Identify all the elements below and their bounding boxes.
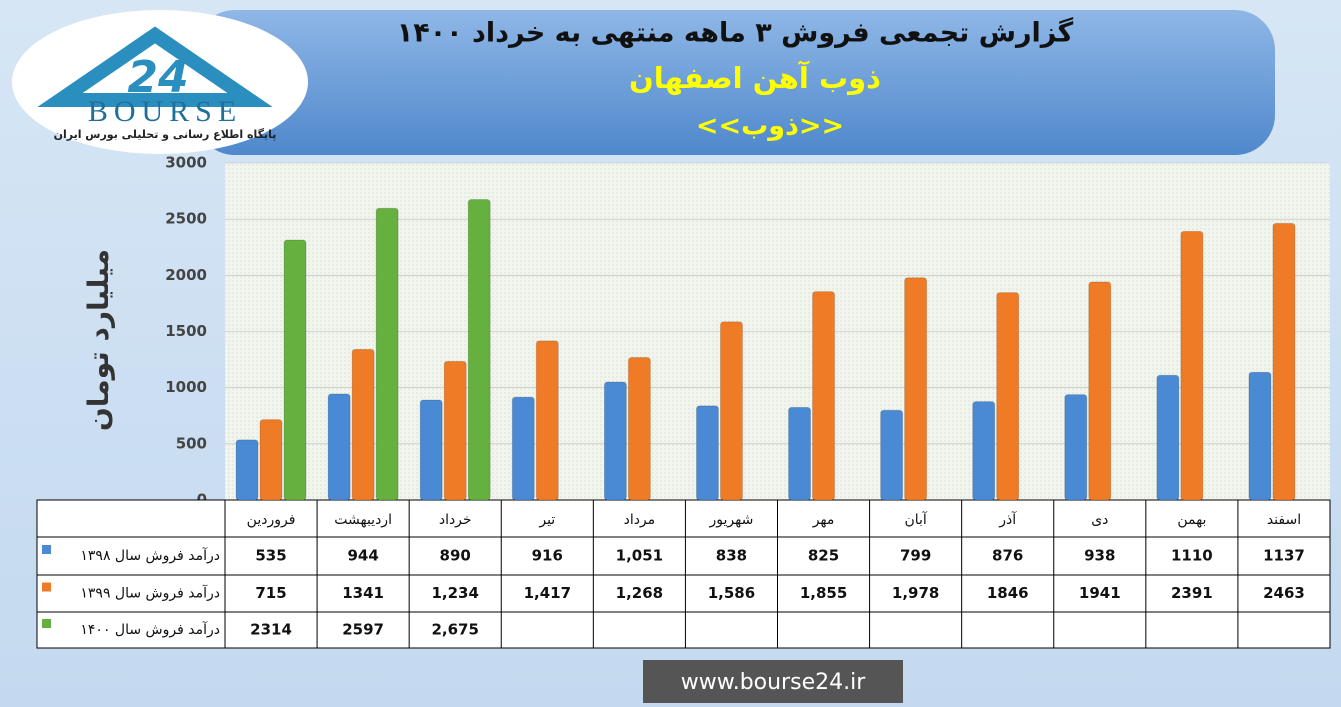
- value-label: 1341: [342, 584, 384, 602]
- bar: [375, 207, 399, 501]
- y-tick-label: 1000: [165, 378, 207, 396]
- bar: [467, 199, 491, 501]
- bar: [327, 393, 351, 501]
- bar: [972, 401, 996, 501]
- bar: [535, 340, 559, 501]
- value-label: 715: [255, 584, 286, 602]
- website-box: [643, 660, 903, 703]
- x-tick-label: آذر: [998, 511, 1017, 528]
- value-label: 2463: [1263, 584, 1305, 602]
- y-tick-label: 1500: [165, 322, 207, 340]
- bar: [1180, 230, 1204, 501]
- bar: [1088, 281, 1112, 501]
- y-tick-label: 2500: [165, 210, 207, 228]
- x-tick-label: اردیبهشت: [334, 512, 392, 528]
- bar: [419, 399, 443, 501]
- logo-text: BOURSE: [88, 95, 242, 128]
- x-tick-label: فروردین: [247, 512, 296, 528]
- bar: [1064, 394, 1088, 501]
- bar: [1248, 371, 1272, 501]
- bar: [904, 277, 928, 501]
- value-label: 825: [808, 547, 839, 565]
- value-label: 2391: [1171, 584, 1213, 602]
- x-tick-label: تیر: [538, 512, 555, 528]
- x-tick-label: خرداد: [439, 512, 472, 528]
- bar: [1272, 222, 1296, 501]
- legend-label: درآمد فروش سال ۱۳۹۹: [80, 585, 220, 602]
- logo-background: [12, 10, 308, 154]
- value-label: 938: [1084, 547, 1115, 565]
- value-label: 2597: [342, 621, 384, 639]
- value-label: 838: [716, 547, 747, 565]
- bar: [812, 291, 836, 501]
- y-tick-label: 500: [176, 434, 207, 452]
- header-banner: [195, 10, 1275, 155]
- x-tick-label: مرداد: [624, 512, 656, 528]
- bar: [283, 239, 307, 501]
- logo-tagline: پایگاه اطلاع رسانی و تحلیلی بورس ایران: [54, 128, 277, 141]
- value-label: 1941: [1079, 584, 1121, 602]
- value-label: 1110: [1171, 547, 1213, 565]
- value-label: 1,586: [708, 584, 755, 602]
- bar: [788, 406, 812, 501]
- bar: [603, 381, 627, 501]
- table: [36, 499, 1331, 649]
- value-label: 2314: [250, 621, 292, 639]
- value-label: 1846: [987, 584, 1029, 602]
- value-label: 916: [532, 547, 563, 565]
- y-tick-label: 3000: [165, 154, 207, 172]
- x-tick-label: اسفند: [1267, 512, 1301, 528]
- bar: [351, 348, 375, 501]
- bar: [235, 439, 259, 501]
- value-label: 799: [900, 547, 931, 565]
- value-label: 876: [992, 547, 1023, 565]
- legend-label: درآمد فروش سال ۱۳۹۸: [80, 547, 220, 564]
- bar: [1156, 374, 1180, 501]
- x-tick-label: بهمن: [1177, 512, 1206, 528]
- bar: [719, 321, 743, 501]
- value-label: 1,855: [800, 584, 847, 602]
- value-label: 944: [347, 547, 378, 565]
- y-tick-label: 2000: [165, 266, 207, 284]
- bar: [511, 396, 535, 501]
- value-label: 1,051: [616, 547, 663, 565]
- bar: [443, 360, 467, 501]
- bar: [880, 409, 904, 501]
- legend-swatch: [42, 545, 51, 554]
- value-label: 1137: [1263, 547, 1305, 565]
- x-tick-label: دی: [1091, 512, 1108, 528]
- value-label: 1,417: [524, 584, 571, 602]
- x-tick-label: آبان: [904, 511, 927, 528]
- logo-shape: [37, 26, 273, 107]
- value-label: 1,978: [892, 584, 939, 602]
- bar: [695, 405, 719, 501]
- bar: [996, 292, 1020, 501]
- y-axis-label: میلیارد تومان: [82, 249, 115, 431]
- legend-swatch: [42, 619, 51, 628]
- legend-label: درآمد فروش سال ۱۴۰۰: [80, 621, 220, 638]
- chart-title: گزارش تجمعی فروش ۳ ماهه منتهی به خرداد ۱…: [397, 17, 1074, 49]
- value-label: 1,234: [431, 584, 478, 602]
- x-tick-label: مهر: [812, 512, 835, 528]
- value-label: 890: [440, 547, 471, 565]
- value-label: 535: [255, 547, 286, 565]
- bar: [259, 419, 283, 501]
- value-label: 2,675: [431, 621, 478, 639]
- bar: [627, 357, 651, 501]
- value-label: 1,268: [616, 584, 663, 602]
- chart-subtitle: ذوب آهن اصفهان: [629, 60, 881, 95]
- website: www.bourse24.ir: [681, 670, 866, 695]
- logo-number: 24: [127, 52, 188, 103]
- legend-swatch: [42, 582, 51, 592]
- x-tick-label: شهریور: [709, 512, 754, 528]
- symbol: <<ذوب>>: [696, 111, 844, 142]
